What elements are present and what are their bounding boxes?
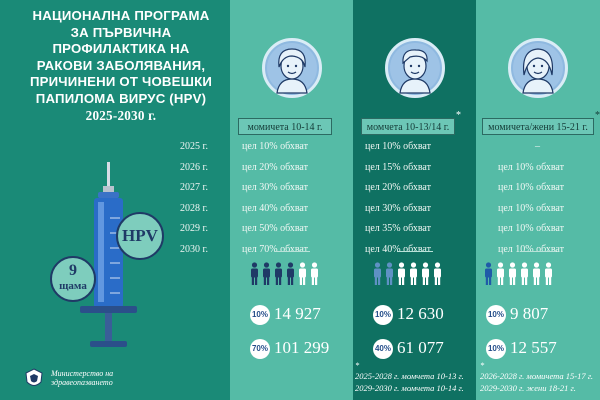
coverage-target: цел 40% обхват <box>365 243 431 255</box>
figures-row <box>484 262 553 291</box>
coverage-target: цел 10% обхват <box>498 202 564 214</box>
header-star: * <box>595 110 600 121</box>
coverage-target: цел 10% обхват <box>498 223 564 234</box>
coverage-target: – <box>535 141 540 152</box>
ministry-name: Министерство на здравеопазването <box>51 369 114 387</box>
syringe-icon <box>80 162 137 347</box>
person-outline-icon <box>544 262 553 291</box>
person-outline-icon <box>310 262 319 291</box>
percent-badge: 40% <box>373 339 393 359</box>
coverage-target: цел 30% обхват <box>365 202 431 214</box>
separator <box>273 251 310 252</box>
person-outline-icon <box>508 262 517 291</box>
coverage-target: цел 10% обхват <box>498 182 564 193</box>
figures-row <box>373 262 442 291</box>
coverage-target: цел 70% обхват <box>242 243 308 255</box>
footnote: 2026-2028 г. момичета 15-17 г. <box>480 371 594 381</box>
year-label: 2028 г. <box>180 202 208 214</box>
count-value: 14 927 <box>274 304 321 323</box>
column-header: момичета/жени 15-21 г. <box>482 118 594 135</box>
count-value: 61 077 <box>397 338 444 357</box>
column-header: момичета 10-14 г. <box>238 118 332 135</box>
footnote: 2025-2028 г. момчета 10-13 г. <box>355 371 464 381</box>
person-filled-icon <box>274 262 283 291</box>
coverage-target: цел 10% обхват <box>498 161 564 173</box>
count-value: 101 299 <box>274 338 330 357</box>
coverage-target: цел 10% обхват <box>242 141 308 152</box>
person-outline-icon <box>496 262 505 291</box>
footnote: 2029-2030 г. момчета 10-14 г. <box>355 382 464 393</box>
percent-badge: 10% <box>486 339 506 359</box>
person-filled-icon <box>373 262 382 291</box>
person-outline-icon <box>433 262 442 291</box>
strains-word: щама <box>59 280 87 292</box>
avatar <box>384 38 445 98</box>
coverage-target: цел 10% обхват <box>365 141 431 152</box>
year-label: 2029 г. <box>180 223 208 234</box>
coverage-target: цел 50% обхват <box>242 223 308 234</box>
year-label: 2030 г. <box>180 243 208 255</box>
person-filled-icon <box>484 262 493 291</box>
ministry-crest-icon <box>25 368 43 386</box>
count-value: 9 807 <box>510 304 549 323</box>
person-outline-icon <box>421 262 430 291</box>
person-filled-icon <box>385 262 394 291</box>
person-outline-icon <box>298 262 307 291</box>
avatar <box>261 38 322 98</box>
percent-badge: 10% <box>250 305 270 325</box>
strains-number: 9 <box>69 262 77 279</box>
hpv-badge: HPV <box>116 212 164 260</box>
person-filled-icon <box>286 262 295 291</box>
coverage-target: цел 40% обхват <box>242 202 308 214</box>
figures-row <box>250 262 319 291</box>
person-outline-icon <box>409 262 418 291</box>
coverage-target: цел 15% обхват <box>365 161 431 173</box>
percent-badge: 70% <box>250 339 270 359</box>
year-label: 2025 г. <box>180 141 208 152</box>
strains-badge: 9 щама <box>50 256 96 302</box>
percent-badge: 10% <box>373 305 393 325</box>
coverage-target: цел 30% обхват <box>242 182 308 193</box>
footnote: 2029-2030 г. жени 18-21 г. <box>480 382 576 393</box>
count-value: 12 557 <box>510 338 557 357</box>
coverage-target: цел 20% обхват <box>365 182 431 193</box>
note-star: * <box>355 360 360 370</box>
year-label: 2026 г. <box>180 161 208 173</box>
person-filled-icon <box>250 262 259 291</box>
page-title: НАЦИОНАЛНА ПРОГРАМА ЗА ПЪРВИЧНА ПРОФИЛАК… <box>29 8 213 123</box>
person-outline-icon <box>520 262 529 291</box>
percent-badge: 10% <box>486 305 506 325</box>
header-star: * <box>456 110 461 121</box>
coverage-target: цел 10% обхват <box>498 243 564 255</box>
count-value: 12 630 <box>397 304 444 323</box>
person-filled-icon <box>262 262 271 291</box>
person-outline-icon <box>532 262 541 291</box>
separator <box>396 251 433 252</box>
year-label: 2027 г. <box>180 182 208 193</box>
separator <box>520 251 556 252</box>
avatar <box>508 38 568 98</box>
coverage-target: цел 35% обхват <box>365 223 431 234</box>
person-outline-icon <box>397 262 406 291</box>
note-star: * <box>480 360 485 370</box>
coverage-target: цел 20% обхват <box>242 161 308 173</box>
column-header: момчета 10-13/14 г. <box>361 118 455 135</box>
